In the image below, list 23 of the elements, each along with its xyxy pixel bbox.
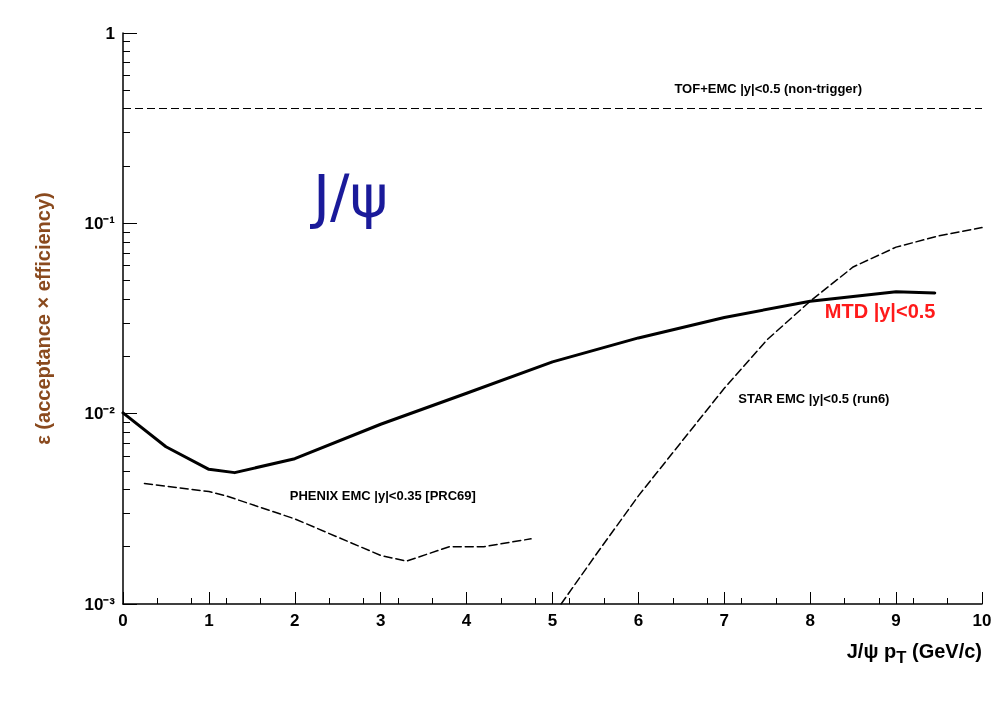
series-label: STAR EMC |y|<0.5 (run6) (738, 391, 890, 407)
x-tick-label: 7 (719, 611, 730, 630)
annotation: J/ψ (310, 163, 388, 231)
x-tick-label: 8 (805, 611, 815, 630)
series-label: MTD |y|<0.5 (824, 299, 936, 322)
y-tick-label: 10⁻² (84, 404, 116, 424)
x-tick-label: 2 (290, 611, 300, 630)
x-tick-label: 1 (204, 611, 214, 630)
series-label: PHENIX EMC |y|<0.35 [PRC69] (289, 487, 476, 503)
line-series (143, 482, 532, 562)
x-tick-label: 6 (633, 611, 644, 630)
y-tick-label: 10⁻¹ (84, 213, 116, 233)
x-axis-title: J/ψ p$_{T}$ (GeV/c) (846, 640, 982, 668)
y-axis-title: ε (acceptance × efficiency) (32, 192, 54, 445)
y-tick-label: 1 (105, 23, 115, 43)
x-tick-label: 0 (118, 611, 128, 630)
x-tick-label: 9 (891, 611, 901, 630)
x-tick-label: 5 (547, 611, 558, 630)
x-tick-label: 10 (972, 611, 992, 630)
ref-line-label: TOF+EMC |y|<0.5 (non-trigger) (674, 80, 862, 96)
x-tick-label: 4 (461, 611, 472, 630)
x-tick-label: 3 (375, 611, 386, 630)
y-tick-label: 10⁻³ (84, 594, 116, 614)
